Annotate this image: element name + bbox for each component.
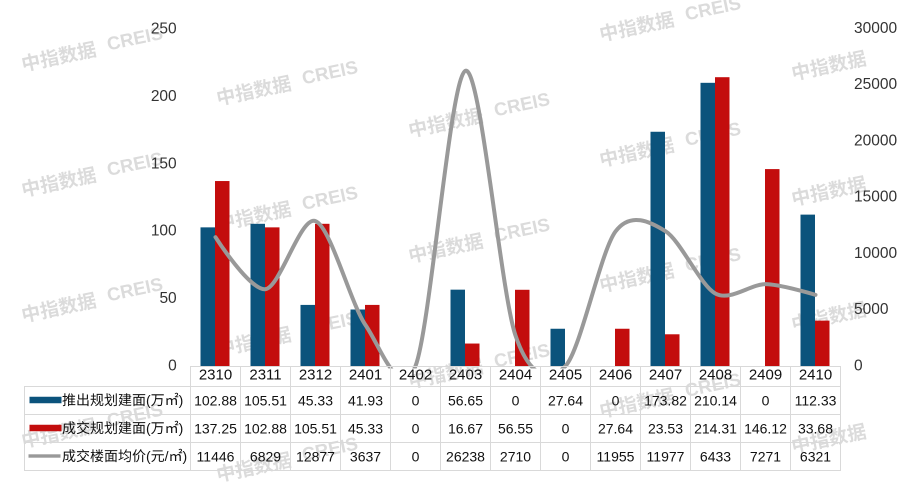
svg-text:0: 0: [762, 393, 770, 409]
svg-text:2403: 2403: [449, 367, 482, 384]
svg-text:11977: 11977: [647, 449, 685, 465]
svg-text:12877: 12877: [296, 449, 335, 465]
svg-text:11446: 11446: [197, 449, 235, 465]
svg-text:): ): [183, 448, 188, 464]
svg-text:50: 50: [159, 290, 177, 307]
svg-text:25000: 25000: [854, 76, 897, 93]
svg-text:56.65: 56.65: [448, 393, 483, 409]
svg-text:16.67: 16.67: [448, 421, 483, 437]
svg-text:6321: 6321: [800, 449, 831, 465]
svg-text:0: 0: [612, 393, 620, 409]
svg-text:(: (: [146, 448, 151, 464]
svg-text:6829: 6829: [250, 449, 281, 465]
svg-text:2710: 2710: [500, 449, 531, 465]
svg-text:200: 200: [151, 88, 177, 105]
svg-text:102.88: 102.88: [194, 393, 237, 409]
svg-text:112.33: 112.33: [795, 393, 837, 409]
svg-text:0: 0: [412, 421, 420, 437]
svg-text:30000: 30000: [854, 20, 897, 37]
svg-text:102.88: 102.88: [244, 421, 287, 437]
svg-text:105.51: 105.51: [294, 421, 337, 437]
svg-text:45.33: 45.33: [298, 393, 333, 409]
svg-text:7271: 7271: [750, 449, 781, 465]
svg-text:6433: 6433: [700, 449, 731, 465]
svg-text:2405: 2405: [549, 367, 582, 384]
svg-text:2407: 2407: [649, 367, 682, 384]
svg-text:0: 0: [854, 358, 863, 375]
svg-text:(: (: [146, 392, 151, 408]
svg-text:2410: 2410: [799, 367, 832, 384]
svg-text:23.53: 23.53: [648, 421, 683, 437]
svg-text:0: 0: [412, 449, 420, 465]
svg-text:2311: 2311: [249, 367, 281, 384]
svg-text:2404: 2404: [499, 367, 532, 384]
svg-text:41.93: 41.93: [348, 393, 383, 409]
svg-text:210.14: 210.14: [694, 393, 737, 409]
svg-text:11955: 11955: [597, 449, 635, 465]
svg-text:0: 0: [562, 421, 570, 437]
svg-text:5000: 5000: [854, 301, 889, 318]
svg-text:27.64: 27.64: [548, 393, 583, 409]
svg-text:(: (: [146, 420, 151, 436]
svg-text:100: 100: [151, 223, 177, 240]
svg-text:137.25: 137.25: [194, 421, 237, 437]
svg-text:250: 250: [151, 21, 177, 38]
svg-text:0: 0: [168, 358, 177, 375]
svg-text:): ): [179, 392, 184, 408]
svg-text:2402: 2402: [399, 367, 432, 384]
svg-text:2310: 2310: [199, 367, 232, 384]
svg-text:3637: 3637: [350, 449, 381, 465]
svg-text:33.68: 33.68: [798, 421, 833, 437]
svg-text:150: 150: [151, 155, 177, 172]
svg-text:2401: 2401: [349, 367, 382, 384]
svg-text:105.51: 105.51: [244, 393, 287, 409]
svg-text:27.64: 27.64: [598, 421, 633, 437]
svg-text:2408: 2408: [699, 367, 732, 384]
svg-text:173.82: 173.82: [644, 393, 687, 409]
svg-text:214.31: 214.31: [694, 421, 737, 437]
svg-text:146.12: 146.12: [744, 421, 787, 437]
svg-text:10000: 10000: [854, 245, 897, 262]
svg-text:15000: 15000: [854, 189, 897, 206]
svg-text:56.55: 56.55: [498, 421, 533, 437]
svg-text:45.33: 45.33: [348, 421, 383, 437]
svg-text:20000: 20000: [854, 132, 897, 149]
svg-text:2312: 2312: [299, 367, 332, 384]
svg-text:/: /: [165, 448, 169, 464]
svg-text:0: 0: [512, 393, 520, 409]
svg-text:26238: 26238: [446, 449, 485, 465]
svg-text:0: 0: [562, 449, 570, 465]
svg-text:2406: 2406: [599, 367, 632, 384]
svg-text:): ): [179, 420, 184, 436]
svg-text:2409: 2409: [749, 367, 782, 384]
svg-text:0: 0: [412, 393, 420, 409]
